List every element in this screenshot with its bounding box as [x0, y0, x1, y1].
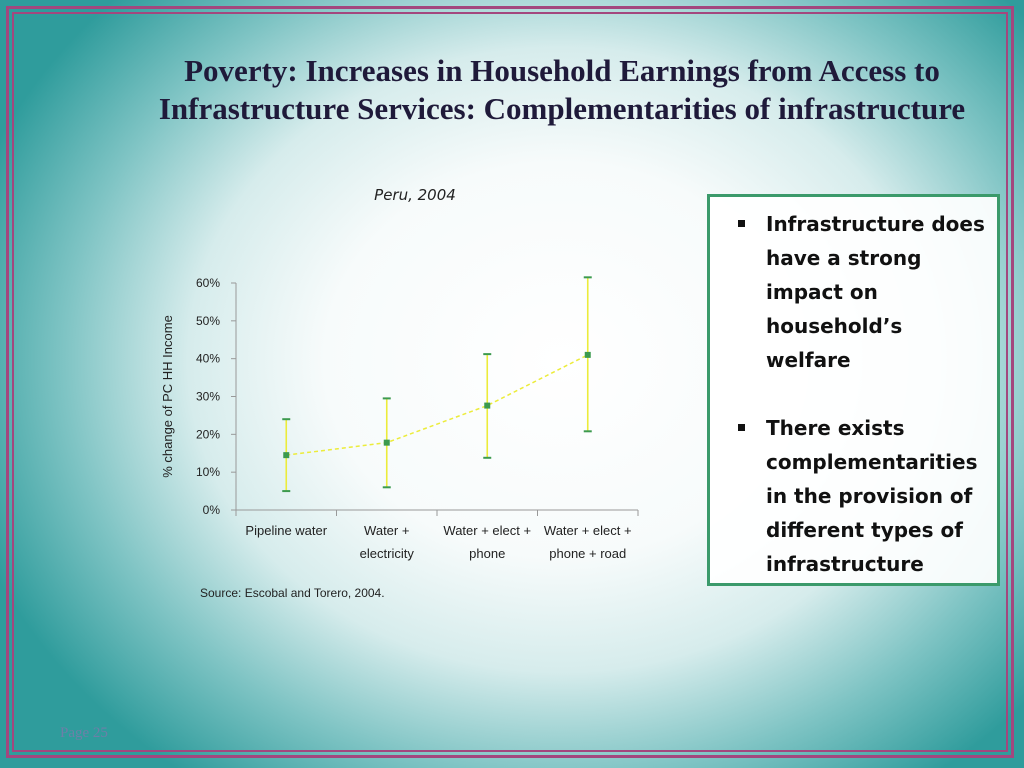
- x-tick-label: Water + elect +: [544, 523, 632, 538]
- y-tick-label: 20%: [196, 427, 220, 441]
- y-tick-label: 40%: [196, 352, 220, 366]
- square-bullet-icon: [738, 424, 745, 431]
- y-tick-label: 0%: [203, 503, 221, 517]
- error-bar-chart: 0% 10% 20% 30% 40% 50% 60% Pipeline water Water …: [160, 276, 639, 561]
- x-tick-label: Water +: [364, 523, 409, 538]
- bullet-list: Infrastructure does have a strong impact…: [732, 207, 987, 581]
- x-tick-label: phone + road: [549, 546, 626, 561]
- series-line: [286, 354, 589, 456]
- bullet-item: There exists complementarities in the pr…: [732, 411, 987, 581]
- y-tick-label: 30%: [196, 390, 220, 404]
- x-tick-label: Pipeline water: [245, 523, 327, 538]
- bullet-text: There exists complementarities in the pr…: [766, 416, 978, 576]
- y-tick-label: 50%: [196, 314, 220, 328]
- chart-title: Peru, 2004: [374, 186, 456, 204]
- slide-title: Poverty: Increases in Household Earnings…: [100, 52, 1024, 128]
- page-number: Page 25: [60, 725, 108, 741]
- slide-frame-outer: [6, 6, 1014, 758]
- slide-title-line-2: Infrastructure Services: Complementariti…: [158, 91, 966, 126]
- y-tick-label: 60%: [196, 276, 220, 290]
- slide-title-line-1: Poverty: Increases in Household Earnings…: [184, 53, 940, 88]
- bullet-text: Infrastructure does have a strong impact…: [766, 212, 985, 372]
- chart-source: Source: Escobal and Torero, 2004.: [200, 586, 385, 600]
- bullet-item: Infrastructure does have a strong impact…: [732, 207, 987, 377]
- bullet-textbox: Infrastructure does have a strong impact…: [707, 194, 1000, 586]
- data-point: [383, 439, 390, 446]
- data-point: [484, 402, 491, 409]
- x-tick-label: phone: [469, 546, 505, 561]
- x-tick-label: Water + elect +: [443, 523, 531, 538]
- slide-frame-inner: [12, 12, 1008, 752]
- data-point: [584, 351, 591, 358]
- y-tick-label: 10%: [196, 465, 220, 479]
- square-bullet-icon: [738, 220, 745, 227]
- data-point: [283, 452, 290, 459]
- x-tick-label: electricity: [360, 546, 415, 561]
- y-axis-label: % change of PC HH Income: [160, 315, 175, 478]
